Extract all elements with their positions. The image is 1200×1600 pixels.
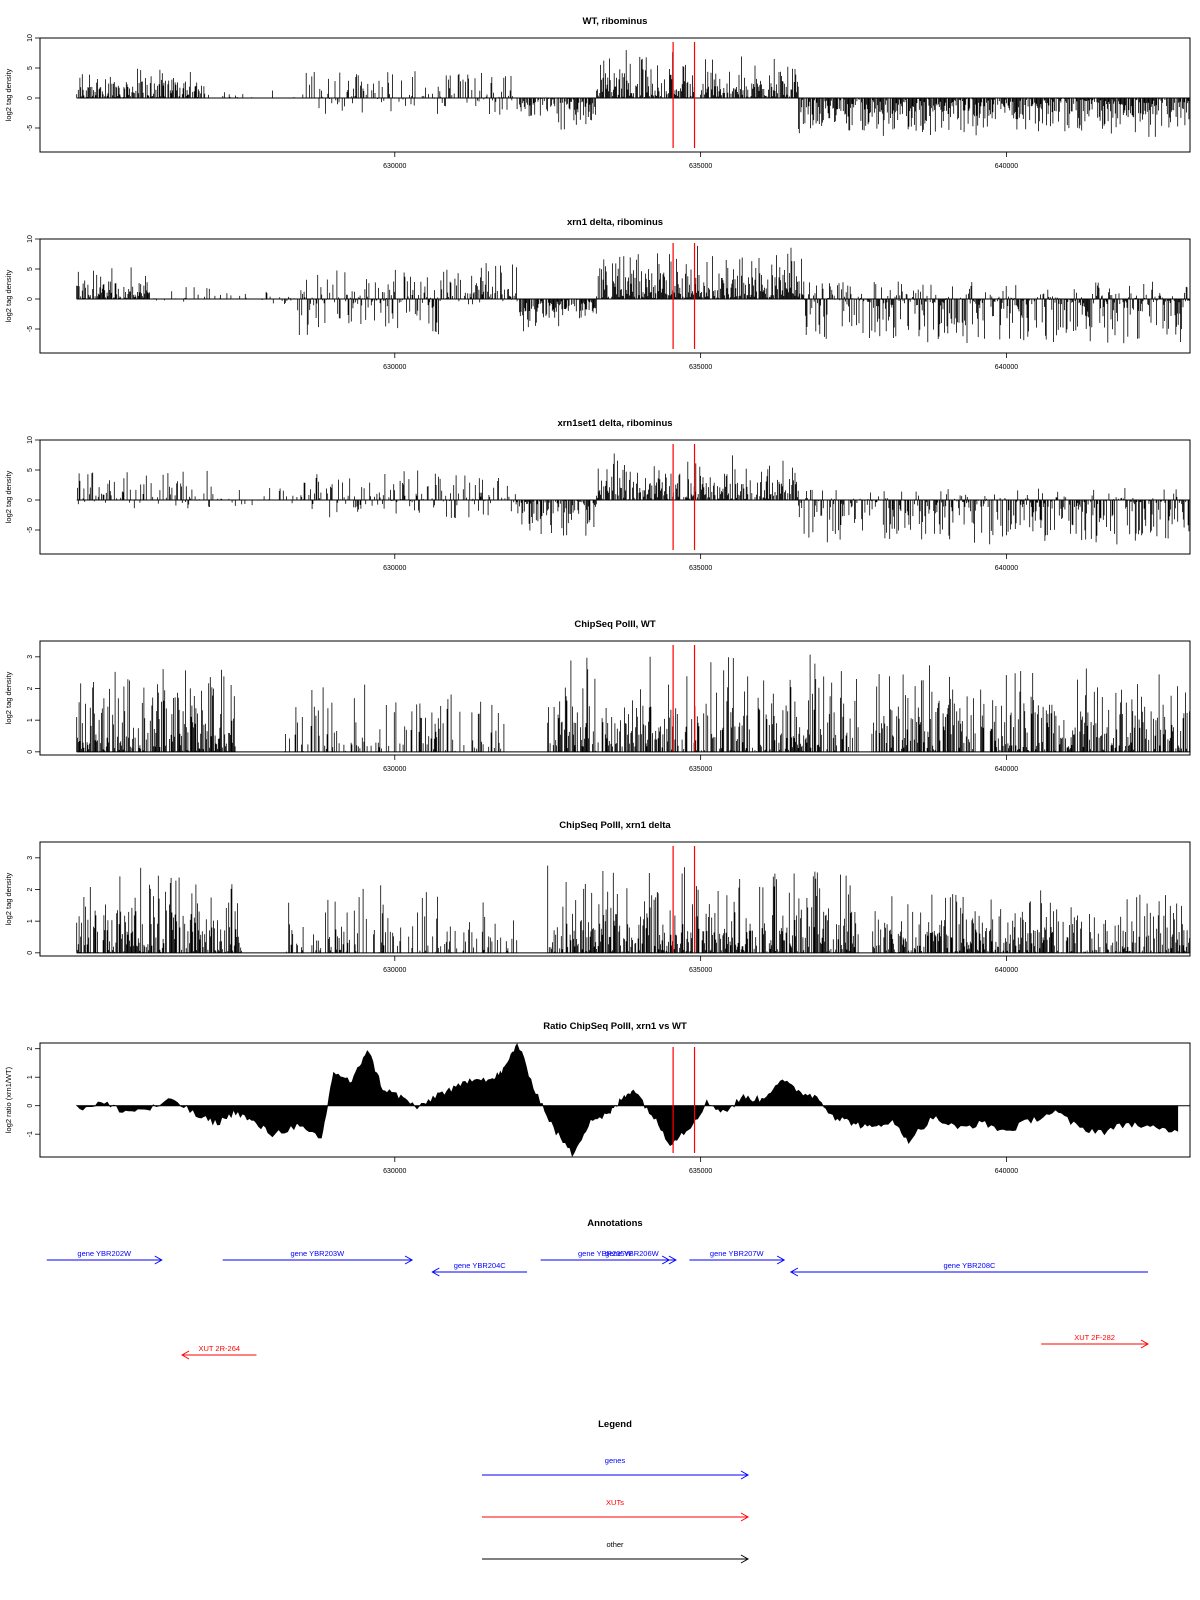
y-tick-label: 2 [27,887,34,891]
y-tick-label: 10 [27,436,34,444]
plot-frame [39,37,1191,153]
x-tick-label: 630000 [383,565,406,572]
y-tick-label: 5 [27,468,34,472]
y-axis-label: log2 tag density [4,872,13,925]
y-tick-label: 0 [27,951,34,955]
y-tick-label: -5 [27,326,34,332]
plot-frame [39,640,1191,756]
x-tick-label: 640000 [995,967,1018,974]
plot-frame [39,238,1191,354]
y-tick-label: -5 [27,125,34,131]
panel-title: xrn1set1 delta, ribominus [557,418,672,429]
x-tick-label: 635000 [689,163,712,170]
x-tick-label: 630000 [383,163,406,170]
y-tick-label: 10 [27,235,34,243]
y-tick-label: 0 [27,750,34,754]
x-tick-label: 640000 [995,163,1018,170]
y-tick-label: 3 [27,856,34,860]
y-axis-label: log2 tag density [4,671,13,724]
x-tick-label: 630000 [383,967,406,974]
panel-1: WT, ribominus log2 tag density -5 0 5 10 63000… [4,16,1191,170]
x-tick-label: 635000 [689,766,712,773]
y-axis-label: log2 tag density [4,470,13,523]
y-tick-label: 5 [27,66,34,70]
y-tick-label: 1 [27,919,34,923]
x-tick-label: 630000 [383,766,406,773]
y-tick-label: 3 [27,655,34,659]
y-tick-label: 10 [27,34,34,42]
x-tick-label: 630000 [383,364,406,371]
y-tick-label: 1 [27,718,34,722]
x-tick-label: 635000 [689,565,712,572]
panel-5: ChipSeq PolII, xrn1 delta log2 tag densit… [4,820,1191,974]
y-axis-label: log2 tag density [4,269,13,322]
y-tick-label: 0 [27,297,34,301]
y-tick-label: 5 [27,267,34,271]
plot-frame [39,439,1191,555]
x-tick-label: 640000 [995,565,1018,572]
y-axis-label: log2 tag density [4,68,13,121]
y-tick-label: 0 [27,96,34,100]
y-tick-label: 0 [27,498,34,502]
x-tick-label: 640000 [995,364,1018,371]
y-tick-label: -5 [27,527,34,533]
panel-4: ChipSeq PolII, WT log2 tag density 0 1 2 3 630… [4,619,1191,773]
panel-title: ChipSeq PolII, xrn1 delta [559,820,671,831]
panel-title: WT, ribominus [583,16,648,27]
panel-3: xrn1set1 delta, ribominus log2 tag densit… [4,418,1191,572]
panel-2: xrn1 delta, ribominus log2 tag density -5 0… [4,217,1191,371]
x-tick-label: 640000 [995,766,1018,773]
x-tick-label: 635000 [689,364,712,371]
panel-title: xrn1 delta, ribominus [567,217,663,228]
x-tick-label: 635000 [689,967,712,974]
panel-title: ChipSeq PolII, WT [574,619,655,630]
y-tick-label: 2 [27,686,34,690]
